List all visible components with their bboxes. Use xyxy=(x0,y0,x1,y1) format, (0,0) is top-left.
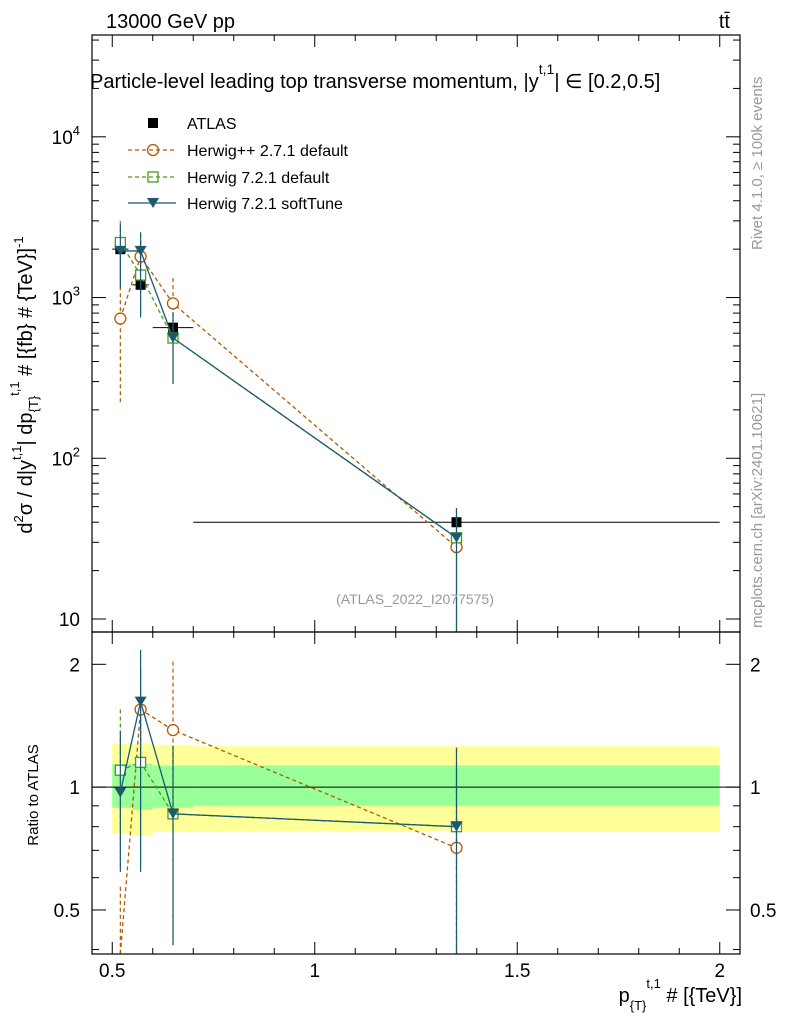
ratio-frame xyxy=(91,631,741,955)
point-herwig-7-2-1-softtune xyxy=(167,333,179,344)
legend-label-softtune: Herwig 7.2.1 softTune xyxy=(187,196,343,213)
main-y-tick-base: 10 xyxy=(59,610,80,631)
point-herwig-7-2-1-softtune xyxy=(134,245,147,256)
main-y-tick-label: 103 xyxy=(52,284,80,310)
ratio-y-tick-label-right: 2 xyxy=(750,655,761,676)
x-tick-label: 2 xyxy=(714,961,725,982)
x-axis-label: p{T} t,1 # [{TeV}] xyxy=(619,976,742,1013)
ratio-y-tick-label-left: 1 xyxy=(69,778,80,799)
legend-marker-softtune xyxy=(147,198,159,208)
point-herwig-2-7-1-default xyxy=(114,312,127,325)
main-y-tick-base: 10 xyxy=(52,289,73,310)
legend-marker-herwigpp xyxy=(146,143,160,157)
main-y-label-c-sub: {T} xyxy=(26,395,41,412)
series-line-herwig-7-2-1-default xyxy=(119,242,457,539)
main-title: Particle-level leading top transverse mo… xyxy=(90,61,660,93)
main-y-label-d: # [{fb} # {TeV}] xyxy=(15,248,37,381)
x-axis-label-sup: t,1 xyxy=(646,976,660,991)
main-y-label-a-sup: 2 xyxy=(11,515,26,522)
point-herwig-2-7-1-default xyxy=(166,297,180,310)
ratio-bands xyxy=(112,743,720,836)
main-title-text: Particle-level leading top transverse mo… xyxy=(90,71,529,93)
main-y-label-a: d xyxy=(15,523,37,534)
main-series xyxy=(112,220,720,632)
legend-marker-herwig721 xyxy=(147,171,159,183)
series-herwig-7-2-1-softtune xyxy=(114,224,463,632)
legend-label-herwig721: Herwig 7.2.1 default xyxy=(187,170,330,187)
energy-label: 13000 GeV pp xyxy=(106,11,235,33)
main-y-tick-exponent: 4 xyxy=(73,123,80,138)
main-y-tick-base: 10 xyxy=(52,128,73,149)
main-watermark: (ATLAS_2022_I2077575) xyxy=(336,591,494,607)
ratio-series xyxy=(114,649,463,955)
series-herwig-2-7-1-default xyxy=(114,233,463,632)
ratio-point-herwig-2-7-1-default xyxy=(166,723,180,737)
legend-label-herwigpp: Herwig++ 2.7.1 default xyxy=(187,143,349,160)
point-herwig-7-2-1-softtune xyxy=(450,532,463,543)
ratio-y-tick-label-left: 0.5 xyxy=(54,901,80,922)
ratio-point-herwig-7-2-1-softtune xyxy=(450,821,463,832)
main-y-label: d2σ / d|yt,1| dp{T}t,1 # [{fb} # {TeV}]-… xyxy=(7,236,41,533)
main-y-tick-label: 102 xyxy=(52,444,80,470)
x-axis-label-sub: {T} xyxy=(630,998,647,1013)
main-y-label-c-sup: t,1 xyxy=(7,381,22,395)
ratio-series-herwig-7-2-1-softtune xyxy=(114,649,463,954)
legend-marker-atlas xyxy=(148,118,158,128)
x-tick-label: 1.5 xyxy=(504,961,530,982)
process-label: tt̄ xyxy=(719,11,731,33)
x-tick-label: 1 xyxy=(309,961,320,982)
generator-info: Rivet 4.1.0, ≥ 100k events xyxy=(749,77,766,250)
ratio-point-herwig-7-2-1-softtune xyxy=(167,808,179,819)
main-y-label-b-sup: t,1 xyxy=(9,445,24,459)
main-title-y-sup: t,1 xyxy=(539,61,555,77)
main-y-tick-exponent: 2 xyxy=(73,444,80,459)
ratio-y-tick-label-left: 2 xyxy=(69,655,80,676)
site-info: mcplots.cern.ch [arXiv:2401.10621] xyxy=(749,393,766,628)
series-line-herwig-2-7-1-default xyxy=(119,255,457,548)
legend: ATLAS Herwig++ 2.7.1 default Herwig 7.2.… xyxy=(128,116,349,213)
x-tick-label: 0.5 xyxy=(99,961,125,982)
ratio-point-herwig-7-2-1-softtune xyxy=(134,696,147,707)
main-y-label-b: σ / d|y xyxy=(15,460,37,515)
legend-label-atlas: ATLAS xyxy=(187,116,237,133)
series-atlas xyxy=(112,244,720,528)
main-title-y: y xyxy=(529,71,539,93)
point-herwig-7-2-1-softtune xyxy=(114,245,127,256)
series-herwig-7-2-1-default xyxy=(114,220,463,632)
x-axis-label-p: p xyxy=(619,985,630,1007)
ratio-line-herwig-2-7-1-default xyxy=(119,708,457,955)
ratio-y-tick-label-right: 1 xyxy=(750,778,761,799)
x-axis-label-unit: # [{TeV}] xyxy=(661,985,742,1007)
ratio-panel: 0.5 0.5 1 1 2 2 0.5 1 1.5 2 xyxy=(54,631,776,982)
main-y-tick-exponent: 3 xyxy=(73,284,80,299)
main-y-tick-base: 10 xyxy=(52,449,73,470)
main-y-label-d-sup: -1 xyxy=(11,236,26,248)
ratio-line-herwig-7-2-1-softtune xyxy=(119,701,457,828)
ratio-axis-ticks: 0.5 0.5 1 1 2 2 0.5 1 1.5 2 xyxy=(54,632,776,982)
ratio-y-label: Ratio to ATLAS xyxy=(25,744,42,845)
main-y-tick-label: 10 xyxy=(59,610,80,631)
ratio-y-tick-label-right: 0.5 xyxy=(750,901,776,922)
ratio-point-herwig-7-2-1-softtune xyxy=(114,787,127,798)
main-y-label-c: | dp xyxy=(15,412,37,445)
series-line-herwig-7-2-1-softtune xyxy=(120,250,457,539)
main-title-tail: | ∈ [0.2,0.5] xyxy=(554,71,660,93)
main-y-tick-label: 104 xyxy=(52,123,80,149)
